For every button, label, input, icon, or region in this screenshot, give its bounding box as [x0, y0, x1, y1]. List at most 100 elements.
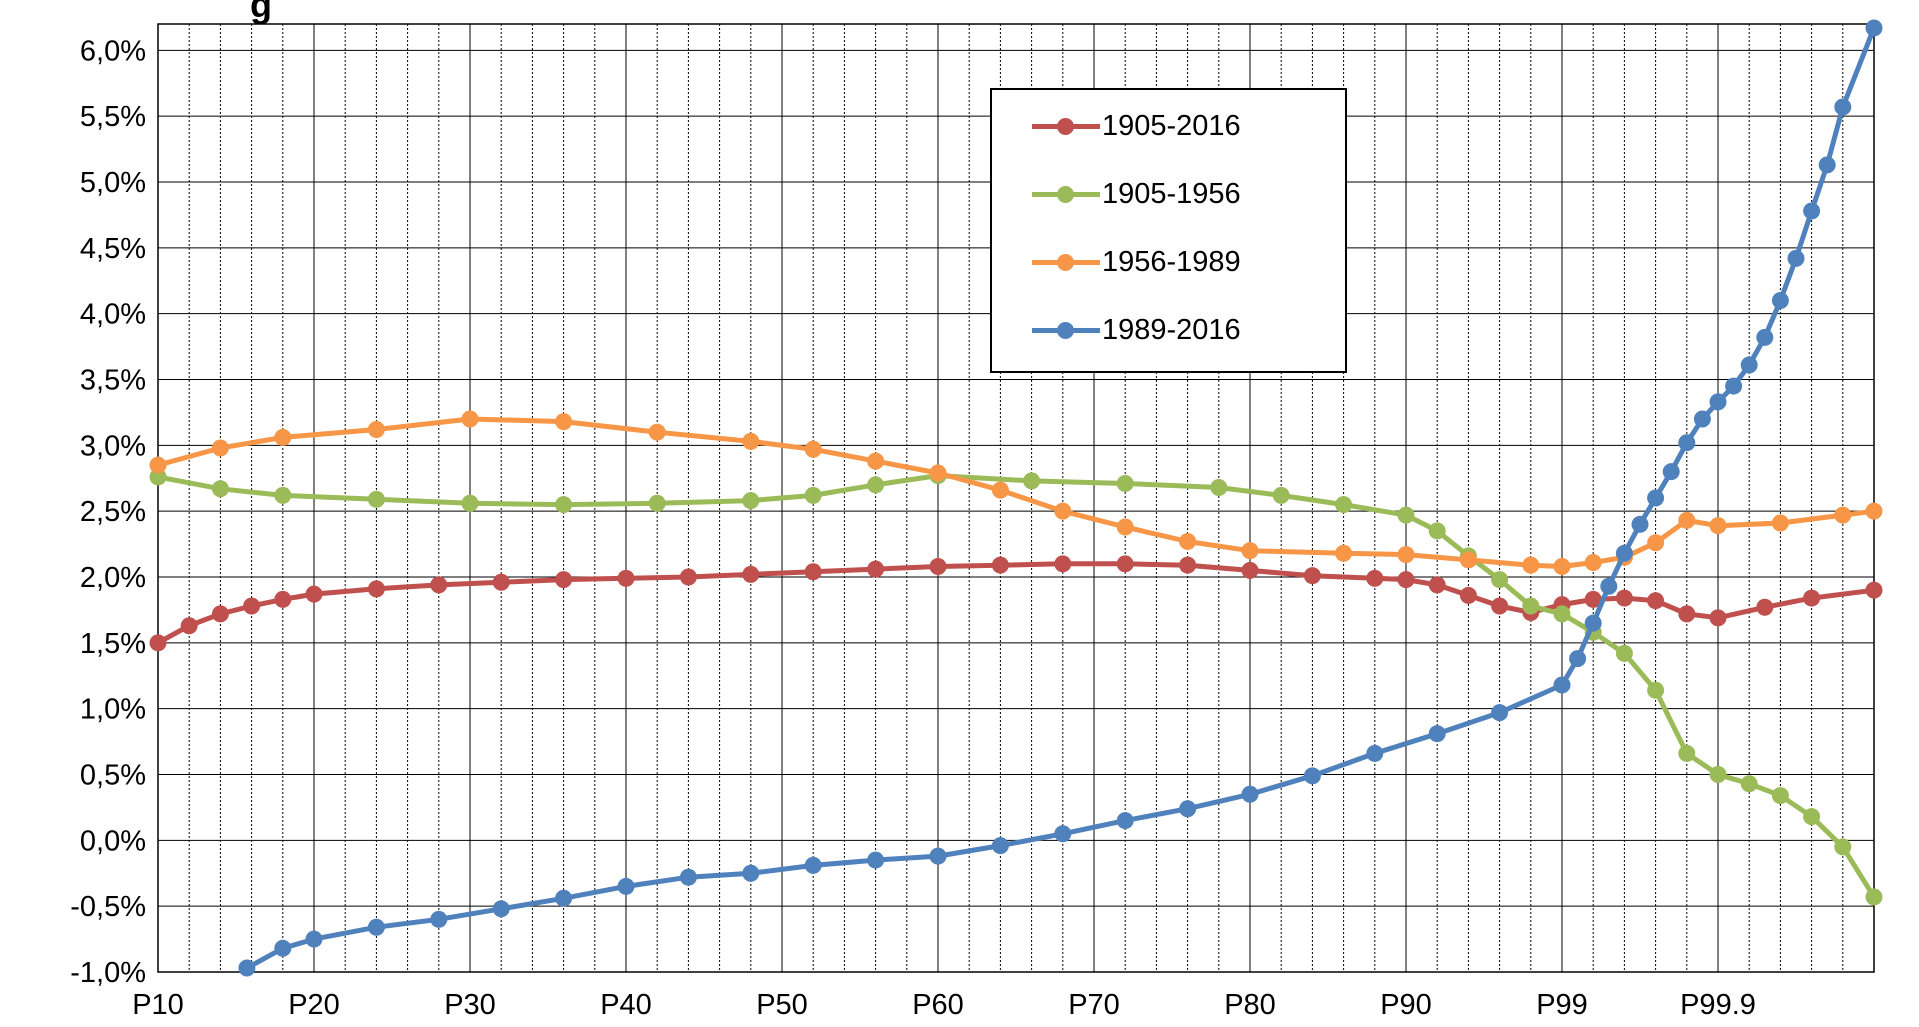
data-point: [461, 410, 479, 428]
data-point: [1303, 767, 1321, 785]
data-point: [1272, 486, 1290, 504]
data-point: [274, 939, 292, 957]
data-point: [305, 930, 323, 948]
data-point: [1459, 551, 1477, 569]
data-point: [1678, 434, 1696, 452]
data-point: [1865, 888, 1883, 906]
data-point: [1787, 249, 1805, 267]
chart-title: g: [250, 0, 272, 25]
data-point: [991, 837, 1009, 855]
x-tick-label: P99.9: [1680, 989, 1756, 1021]
data-point: [742, 492, 760, 510]
data-point: [1023, 472, 1041, 490]
gridlines: [157, 23, 1875, 973]
data-point: [1428, 522, 1446, 540]
series-1905-1956: [149, 467, 1883, 906]
data-point: [1241, 561, 1259, 579]
data-point: [1803, 589, 1821, 607]
data-point: [617, 569, 635, 587]
data-point: [804, 486, 822, 504]
series-lines: [149, 19, 1883, 977]
data-point: [305, 585, 323, 603]
x-tick-label: P60: [912, 989, 964, 1021]
data-point: [1428, 725, 1446, 743]
y-tick-label: 4,0%: [80, 299, 146, 331]
data-point: [1756, 328, 1774, 346]
legend-swatch: [1032, 252, 1100, 272]
data-point: [1553, 676, 1571, 694]
data-point: [742, 565, 760, 583]
y-tick-label: 2,5%: [80, 496, 146, 528]
data-point: [1647, 489, 1665, 507]
data-point: [804, 563, 822, 581]
data-point: [1179, 800, 1197, 818]
data-point: [1116, 518, 1134, 536]
data-point: [1615, 544, 1633, 562]
plot-border: [157, 23, 1875, 973]
data-point: [1397, 571, 1415, 589]
legend: 1905-2016 1905-1956 1956-1989 1989-2016: [990, 88, 1347, 373]
data-point: [1116, 475, 1134, 493]
data-point: [555, 413, 573, 431]
y-tick-label: 1,0%: [80, 694, 146, 726]
data-point: [1054, 825, 1072, 843]
y-tick-label: 3,5%: [80, 365, 146, 397]
data-point: [991, 481, 1009, 499]
y-tick-label: 6,0%: [80, 35, 146, 67]
data-point: [867, 452, 885, 470]
data-point: [274, 486, 292, 504]
data-point: [1397, 506, 1415, 524]
data-point: [1725, 377, 1743, 395]
y-tick-label: 3,0%: [80, 430, 146, 462]
data-point: [679, 868, 697, 886]
data-point: [1678, 605, 1696, 623]
data-point: [1834, 838, 1852, 856]
data-point: [1865, 581, 1883, 599]
data-point: [430, 576, 448, 594]
x-tick-label: P10: [132, 989, 184, 1021]
data-point: [1647, 534, 1665, 552]
data-point: [867, 560, 885, 578]
y-tick-label: 1,5%: [80, 628, 146, 660]
data-point: [1491, 571, 1509, 589]
data-point: [149, 456, 167, 474]
data-point: [929, 847, 947, 865]
data-point: [1491, 597, 1509, 615]
data-point: [1709, 609, 1727, 627]
data-point: [929, 557, 947, 575]
legend-item: 1905-1956: [1032, 174, 1241, 214]
data-point: [1116, 812, 1134, 830]
y-tick-label: -0,5%: [70, 891, 146, 923]
x-axis-tick-labels: P10 P20 P30 P40 P50 P60 P70 P80 P90 P99 P99.9: [132, 989, 1756, 1021]
data-point: [617, 877, 635, 895]
data-point: [1584, 590, 1602, 608]
legend-label: 1956-1989: [1102, 245, 1241, 278]
data-point: [1865, 502, 1883, 520]
legend-swatch: [1032, 116, 1100, 136]
data-point: [1303, 567, 1321, 585]
data-point: [1662, 463, 1680, 481]
x-tick-label: P20: [288, 989, 340, 1021]
data-point: [804, 440, 822, 458]
data-point: [1054, 502, 1072, 520]
data-point: [1179, 556, 1197, 574]
data-point: [804, 856, 822, 874]
legend-item: 1989-2016: [1032, 310, 1241, 350]
data-point: [1522, 597, 1540, 615]
data-point: [1693, 410, 1711, 428]
y-axis-tick-labels: -1,0% -0,5% 0,0% 0,5% 1,0% 1,5% 2,0% 2,5% 3,0% 3,…: [70, 35, 146, 989]
data-point: [1397, 546, 1415, 564]
data-point: [679, 568, 697, 586]
series-line: [157, 473, 1877, 899]
y-tick-label: 0,0%: [80, 825, 146, 857]
data-point: [461, 494, 479, 512]
legend-label: 1905-1956: [1102, 177, 1241, 210]
series-line: [157, 416, 1875, 569]
data-point: [1366, 569, 1384, 587]
data-point: [149, 634, 167, 652]
data-point: [1865, 19, 1883, 37]
data-point: [867, 851, 885, 869]
legend-swatch: [1032, 320, 1100, 340]
data-point: [1709, 517, 1727, 535]
data-point: [1678, 744, 1696, 762]
